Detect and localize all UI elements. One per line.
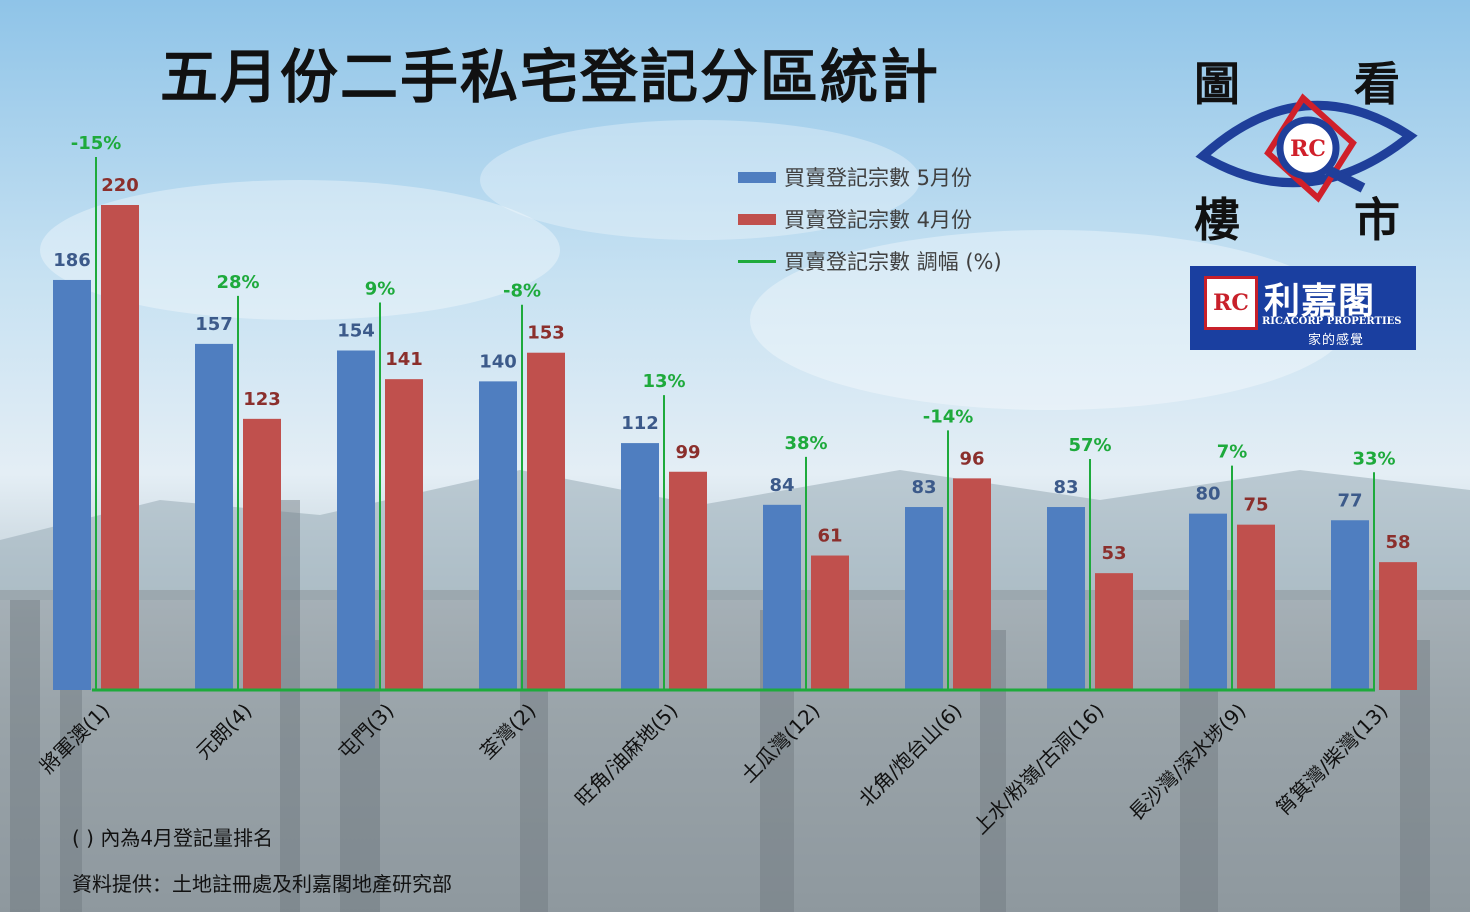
data-label-april: 53 [1101,543,1126,564]
data-label-may: 157 [195,314,233,335]
data-label-may: 140 [479,351,517,372]
bar-may [53,279,91,690]
logo-char-2: 看 [1354,57,1400,111]
change-label: 33% [1352,448,1395,469]
data-label-may: 80 [1195,484,1220,505]
logo-char-3: 樓 [1194,193,1240,247]
data-label-april: 220 [101,175,139,196]
category-label: 上水/粉嶺/古洞(16) [968,699,1108,839]
category-label: 屯門(3) [333,699,398,764]
legend-swatch-may [738,171,776,183]
bar-april [1379,562,1417,690]
category-label: 北角/炮台山(6) [854,699,966,811]
bar-april [243,418,281,690]
eye-rc-mark: RC [1290,136,1326,162]
change-label: 28% [216,272,259,293]
category-label: 荃灣(2) [475,699,540,764]
bar-may [479,381,517,690]
legend-swatch-april [738,213,776,225]
source-footnote: 資料提供：土地註冊處及利嘉閣地產研究部 [72,872,452,896]
bar-april [1237,524,1275,690]
logo-char-1: 圖 [1194,57,1240,111]
data-label-may: 186 [53,250,91,271]
data-label-may: 84 [769,475,794,496]
brand-logo: RC 利嘉閣 RICACORP PROPERTIES 家的感覺 [1190,266,1416,350]
bar-may [1189,513,1227,690]
data-label-may: 77 [1337,490,1362,511]
category-label: 旺角/油麻地(5) [570,699,682,811]
bar-april [669,471,707,690]
category-label: 長沙灣/深水埗(9) [1124,699,1251,826]
bar-may [621,443,659,690]
bar-may [1047,507,1085,690]
data-label-april: 75 [1243,495,1268,516]
category-label: 元朗(4) [191,699,256,764]
brand-name-cn: 利嘉閣 [1264,280,1376,322]
bar-april [953,478,991,690]
change-label: 13% [642,371,685,392]
rank-footnote: ( ) 內為4月登記量排名 [72,826,274,850]
legend-item-change: 買賣登記宗數 調幅 (%) [738,240,1002,282]
bar-may [1331,520,1369,690]
legend-item-may: 買賣登記宗數 5月份 [738,156,1002,198]
change-label: 38% [784,433,827,454]
data-label-april: 153 [527,323,565,344]
bar-april [1095,573,1133,690]
legend-label-change: 買賣登記宗數 調幅 (%) [784,250,1002,274]
eye-logo: RC 圖 看 樓 市 [1194,57,1418,247]
bar-may [195,343,233,690]
change-label: 7% [1217,442,1248,463]
change-label: -15% [71,133,122,154]
bar-april [811,555,849,690]
data-label-may: 83 [1053,477,1078,498]
data-label-may: 154 [337,321,375,342]
chart-title: 五月份二手私宅登記分區統計 [160,43,941,111]
bar-may [763,504,801,690]
data-label-may: 112 [621,413,659,434]
data-label-april: 96 [959,448,984,469]
category-label: 土瓜灣(12) [736,699,824,787]
change-label: 57% [1068,435,1111,456]
legend-label-april: 買賣登記宗數 4月份 [784,208,973,232]
data-label-april: 99 [675,442,700,463]
data-label-april: 58 [1385,532,1410,553]
legend-item-april: 買賣登記宗數 4月份 [738,198,1002,240]
bar-may [905,507,943,690]
bar-april [101,205,139,690]
legend-line-change [738,259,776,263]
category-label: 將軍澳(1) [35,699,114,778]
brand-rc-mark: RC [1204,276,1258,330]
data-label-april: 61 [817,526,842,547]
data-label-april: 141 [385,349,423,370]
legend: 買賣登記宗數 5月份 買賣登記宗數 4月份 買賣登記宗數 調幅 (%) [738,156,1002,282]
brand-tagline: 家的感覺 [1308,333,1365,348]
data-label-april: 123 [243,389,281,410]
change-label: -8% [503,281,541,302]
bar-may [337,350,375,690]
category-label: 筲箕灣/柴灣(13) [1271,699,1392,820]
bar-april [527,352,565,690]
change-label: -14% [923,406,974,427]
data-label-may: 83 [911,477,936,498]
logo-char-4: 市 [1354,193,1400,247]
change-label: 9% [365,279,396,300]
brand-name-en: RICACORP PROPERTIES [1262,316,1402,327]
legend-label-may: 買賣登記宗數 5月份 [784,166,973,190]
bar-april [385,379,423,690]
